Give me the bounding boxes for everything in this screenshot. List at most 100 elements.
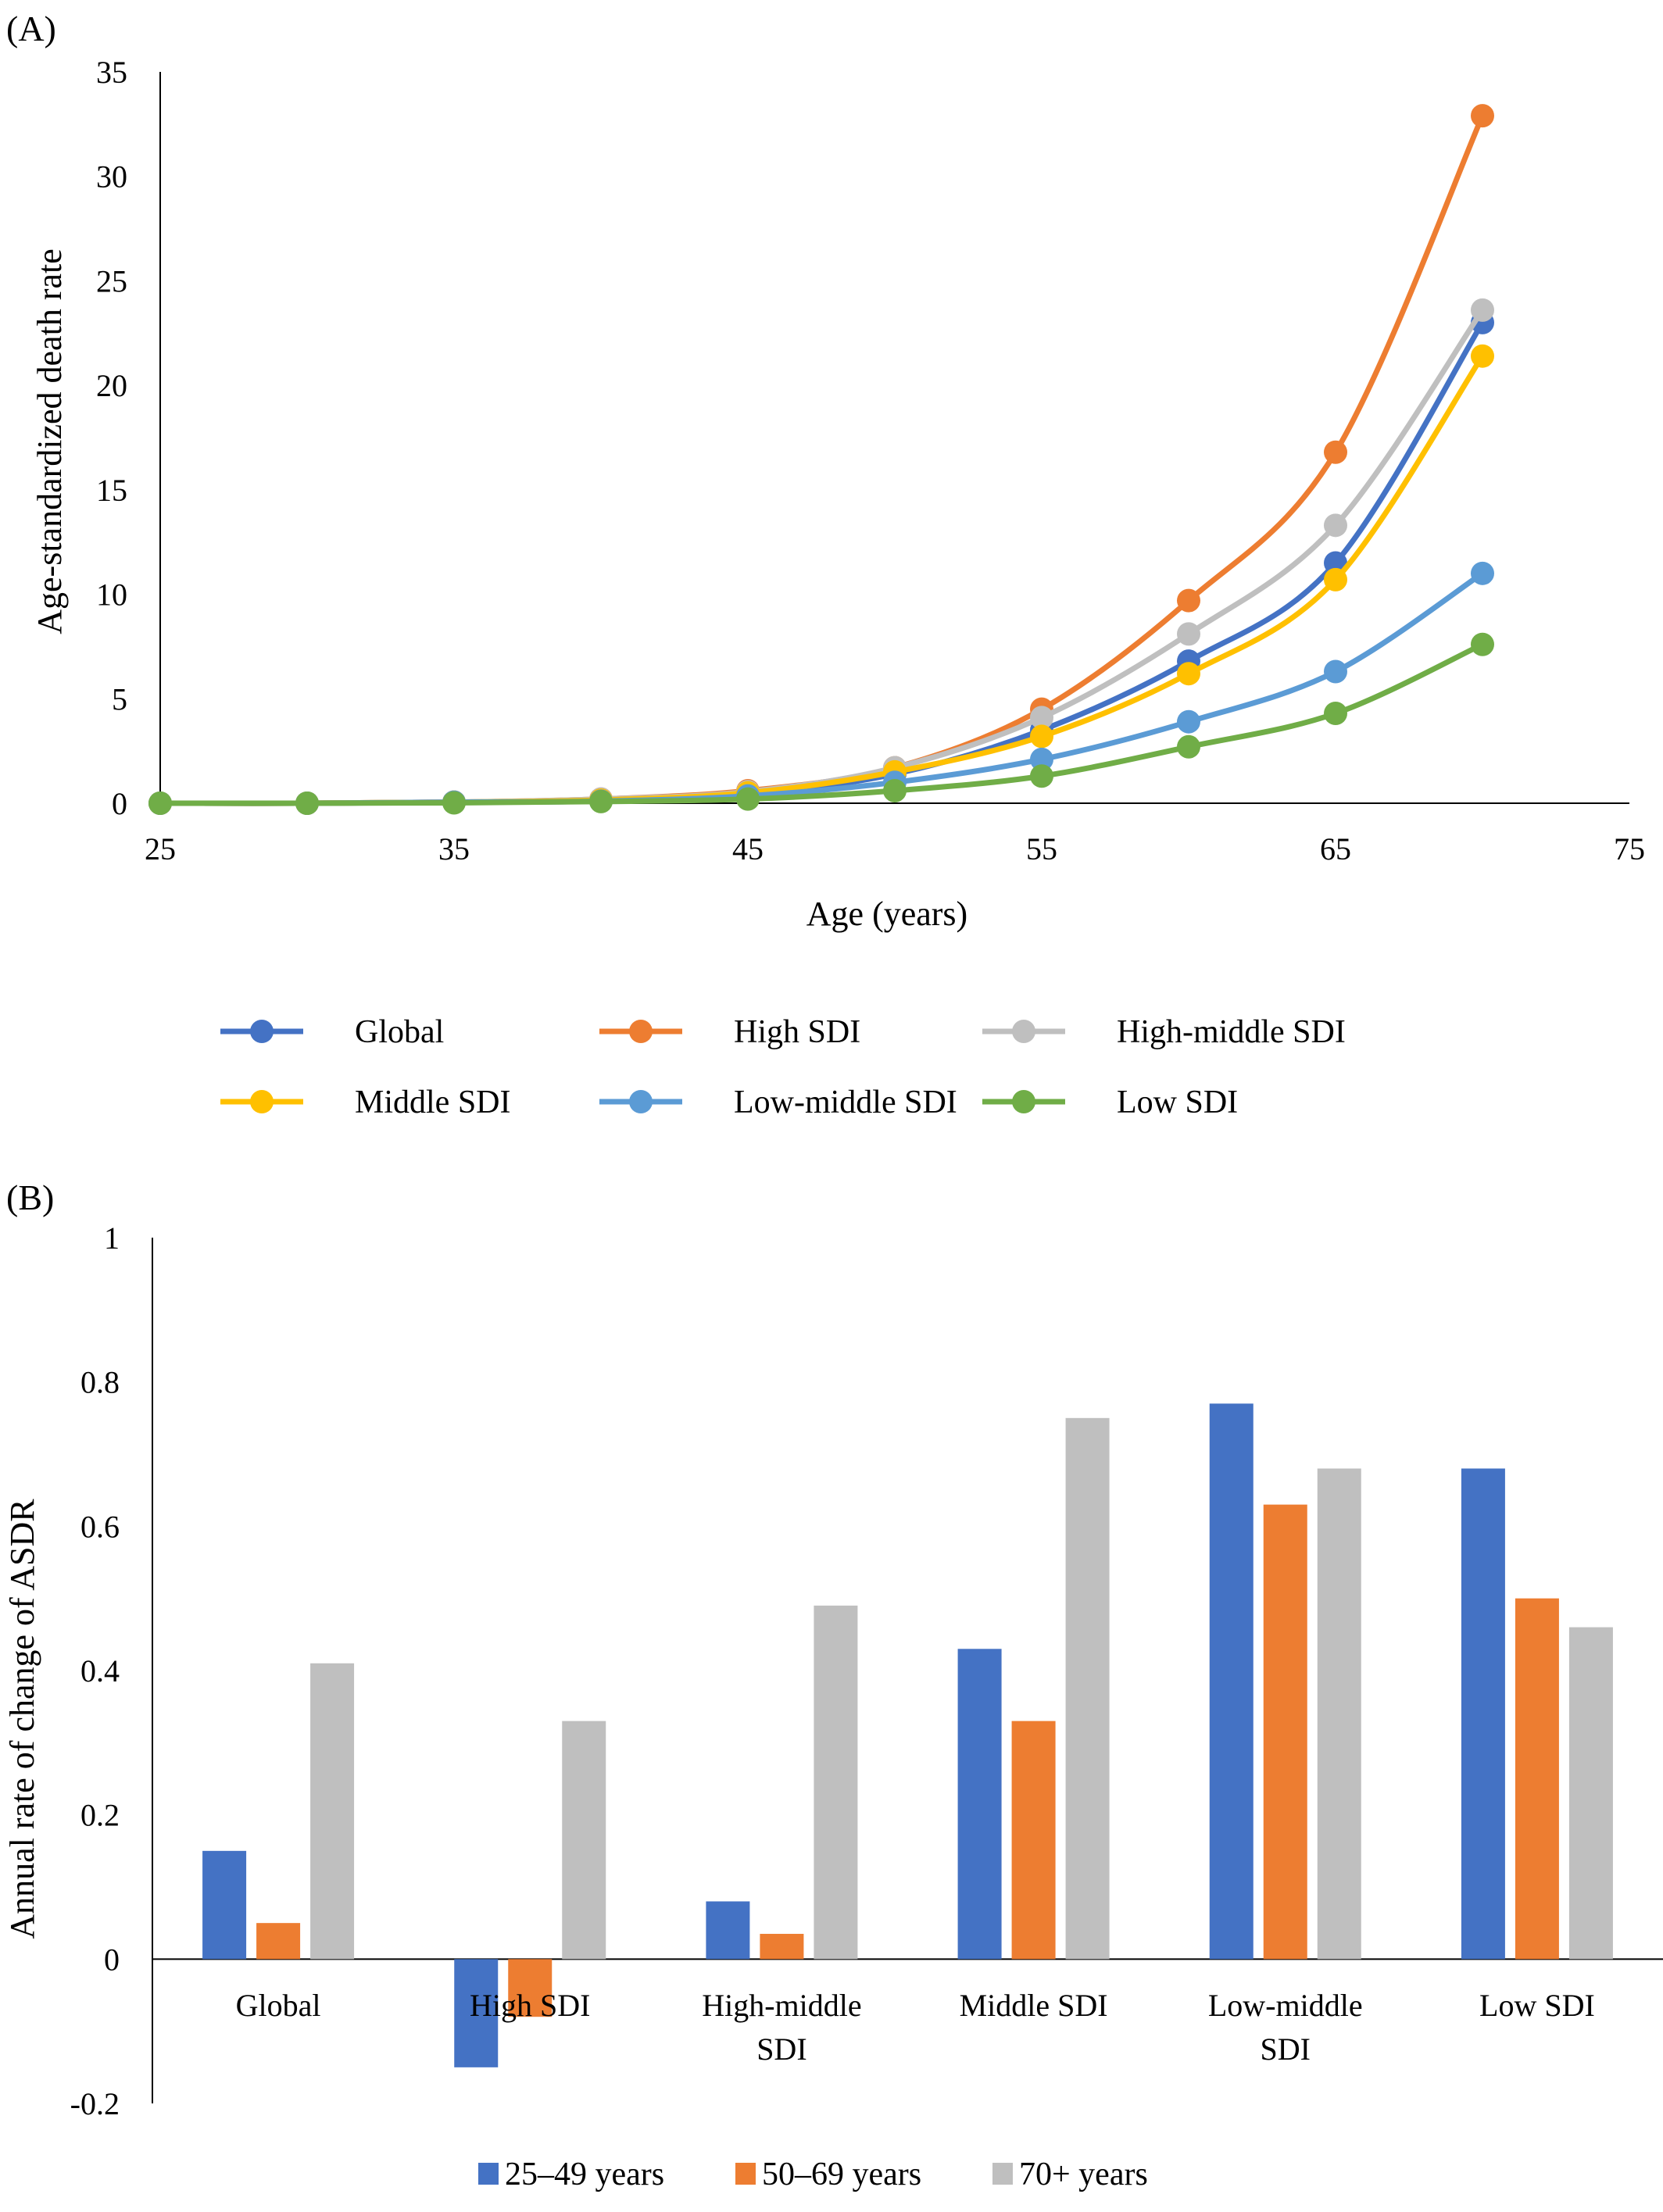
legend-point-marker [250,1020,274,1043]
bar-70-years [1568,1627,1613,1960]
bar-50-69-years [1011,1721,1056,1960]
data-point-middle-sdi [1324,567,1347,591]
legend-swatch [478,2163,499,2185]
data-point-low-sdi [295,792,319,815]
legend-item-high-middle-sdi: High-middle SDI [982,1014,1346,1050]
data-point-low-sdi [1177,734,1200,759]
panel-a-y-tick-label: 15 [96,473,127,508]
bar-25-49-years [454,1959,499,2067]
panel-a-y-axis-title: Age-standardized death rate [30,248,69,634]
data-point-low-sdi [883,778,907,802]
bar-25-49-years [202,1850,247,1960]
data-point-high-sdi [1177,588,1200,613]
bar-70-years [562,1721,606,1960]
panel-a-y-tick-label: 20 [96,368,127,403]
data-point-low-sdi [148,792,172,815]
data-point-high-sdi [1324,440,1347,464]
panel-a-x-tick-label: 75 [1614,831,1645,867]
legend-point-marker [629,1090,653,1113]
data-point-middle-sdi [1471,344,1494,368]
panel-a-y-tick-label: 30 [96,159,127,195]
bar-50-69-years [1263,1504,1307,1960]
legend-point-marker [250,1090,274,1113]
data-point-low-sdi [736,787,760,811]
legend-item-middle-sdi: Middle SDI [220,1085,511,1120]
series-line-low-sdi [159,641,1484,806]
panel-a-x-tick-label: 35 [438,831,470,867]
bar-group-middle-sdi: Middle SDI [957,1417,1110,2023]
legend-item-low-middle-sdi: Low-middle SDI [599,1085,957,1120]
panel-b-y-tick-label: 0.6 [80,1509,120,1544]
bar-50-69-years [256,1923,301,1960]
panel-b-y-tick-label: -0.2 [70,2086,120,2121]
bar-25-49-years [1461,1468,1505,1960]
panel-b-legend: 25‒49 years 50‒69 years 70+ years [478,2157,1148,2192]
legend-label: Low-middle SDI [734,1085,957,1120]
x-category-label: High SDI [470,1988,590,2023]
data-point-low-middle-sdi [1471,561,1494,585]
data-point-high-middle-sdi [1324,513,1347,538]
bar-group-high-middle-sdi: High-middle SDI [702,1605,862,2067]
panel-a-x-tick-label: 45 [732,831,764,867]
legend-point-marker [1012,1020,1035,1043]
data-point-low-middle-sdi [1177,709,1200,734]
legend-label: High-middle SDI [1117,1014,1346,1050]
panel-b-label: (B) [6,1177,54,1217]
series-line-global [159,321,1485,806]
data-point-middle-sdi [1030,724,1053,749]
legend-point-marker [1012,1090,1035,1113]
series-low-middle-sdi [148,561,1494,815]
data-point-low-middle-sdi [1030,747,1053,771]
bar-50-69-years [508,1959,553,2017]
bar-50-69-years [760,1934,804,1960]
bar-group-low-middle-sdi: Low-middle SDI [1208,1403,1363,2067]
x-category-label: SDI [756,2032,806,2067]
data-point-low-middle-sdi [1324,659,1347,684]
legend-item-70-years: 70+ years [992,2157,1148,2192]
panel-b-y-axis-title: Annual rate of change of ASDR [3,1499,41,1939]
x-category-label: Low-middle [1208,1988,1363,2023]
bar-70-years [814,1605,858,1960]
bar-group-high-sdi: High SDI [454,1721,606,2067]
series-middle-sdi [148,344,1494,815]
panel-a-y-tick-label: 35 [96,55,127,90]
panel-a-label: (A) [6,9,56,48]
legend-label: Global [355,1014,444,1050]
panel-a-series-lines [148,104,1494,815]
series-line-middle-sdi [159,354,1485,806]
legend-swatch [992,2163,1013,2185]
legend-label: 50‒69 years [762,2157,921,2192]
legend-item-25-49-years: 25‒49 years [478,2157,664,2192]
bar-70-years [310,1663,355,1960]
data-point-low-sdi [442,791,466,815]
bar-25-49-years [1209,1403,1254,1960]
bar-50-69-years [1515,1598,1559,1960]
panel-b-y-tick-label: 0 [104,1942,120,1977]
data-point-global [1324,551,1347,575]
panel-b-y-tick-label: 0.2 [80,1798,120,1833]
x-category-label: Low SDI [1479,1988,1595,2023]
panel-a-x-tick-label: 65 [1320,831,1351,867]
panel-a-x-tick-label: 25 [145,831,176,867]
data-point-high-middle-sdi [1030,706,1053,730]
bar-group-low-sdi: Low SDI [1461,1468,1613,2023]
data-point-low-sdi [1324,702,1347,726]
panel-a-x-axis-title: Age (years) [806,895,967,933]
legend-item-50-69-years: 50‒69 years [735,2157,921,2192]
series-low-sdi [148,632,1494,815]
bar-group-global: Global [202,1663,355,2023]
panel-a-x-tick-label: 55 [1026,831,1057,867]
data-point-high-middle-sdi [1177,622,1200,646]
panel-a-y-tick-label: 0 [112,786,127,821]
legend-swatch [735,2163,756,2185]
legend-label: 25‒49 years [505,2157,664,2192]
x-category-label: Middle SDI [960,1988,1108,2023]
panel-a-legend: Global High SDI High-middle SDI Middle SDI L… [220,1014,1346,1120]
legend-point-marker [629,1020,653,1043]
legend-item-high-sdi: High SDI [599,1014,860,1050]
panel-b-axes: 1 0.8 0.6 0.4 0.2 0 -0.2 [70,1220,1663,2121]
legend-item-low-sdi: Low SDI [982,1085,1238,1120]
legend-label: High SDI [734,1014,860,1050]
panel-a-y-tick-label: 5 [112,681,127,716]
bar-25-49-years [957,1649,1002,1960]
